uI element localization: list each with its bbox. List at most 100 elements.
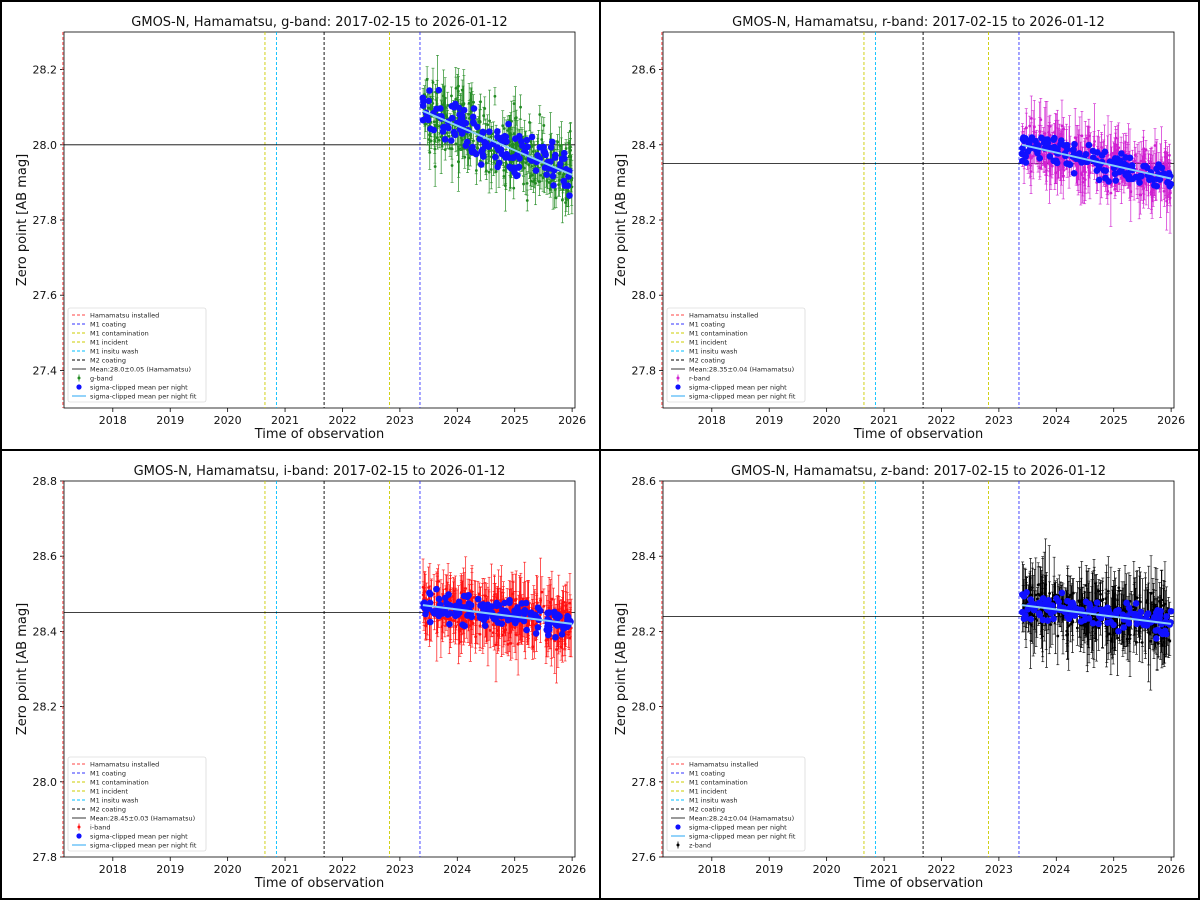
observation-point <box>1109 191 1113 195</box>
x-tick-label: 2019 <box>156 414 184 427</box>
nightly-mean-point <box>1035 142 1042 149</box>
y-tick-label: 27.8 <box>632 364 657 377</box>
nightly-mean-point <box>495 159 503 167</box>
nightly-mean-point <box>433 585 440 593</box>
observation-point <box>1042 160 1046 164</box>
nightly-mean-point <box>447 137 455 144</box>
observation-point <box>534 182 537 185</box>
nightly-mean-point <box>439 610 447 617</box>
legend-item: sigma-clipped mean per night fit <box>72 392 197 400</box>
x-tick-label: 2026 <box>558 863 586 876</box>
observation-point <box>555 648 558 651</box>
x-tick-label: 2026 <box>558 414 586 427</box>
observation-point <box>564 197 568 201</box>
observation-point <box>512 132 516 135</box>
legend-label: Mean:28.45±0.03 (Hamamatsu) <box>90 814 195 822</box>
y-tick-label: 28.0 <box>33 776 58 789</box>
observation-point <box>537 180 541 183</box>
observation-point <box>494 170 498 173</box>
nightly-mean-point <box>517 138 525 145</box>
observation-point <box>427 106 431 110</box>
x-tick-label: 2018 <box>99 414 127 427</box>
nightly-mean-point <box>542 151 549 159</box>
x-tick-label: 2025 <box>501 863 529 876</box>
x-tick-label: 2024 <box>443 414 471 427</box>
observation-point <box>540 138 544 141</box>
observation-point <box>547 181 551 184</box>
nightly-mean-point <box>423 606 431 613</box>
observation-point <box>1029 156 1033 160</box>
observation-point <box>446 103 450 107</box>
legend-label: sigma-clipped mean per night <box>689 383 787 391</box>
y-tick-label: 28.2 <box>632 214 657 227</box>
nightly-mean-point <box>1082 150 1090 158</box>
legend-label: M1 coating <box>689 320 725 328</box>
legend-label: M1 insitu wash <box>90 796 138 804</box>
nightly-mean-point <box>516 609 524 616</box>
observation-point <box>504 161 508 165</box>
chart-panel-r-band: GMOS-N, Hamamatsu, r-band: 2017-02-15 to… <box>599 0 1200 451</box>
x-tick-label: 2024 <box>443 863 471 876</box>
y-tick-label: 28.2 <box>33 701 58 714</box>
observation-point <box>514 116 518 120</box>
nightly-mean-point <box>1112 177 1120 184</box>
nightly-mean-point <box>501 599 508 607</box>
legend-label: M1 coating <box>90 769 126 777</box>
observation-point <box>1083 168 1087 171</box>
x-axis-label: Time of observation <box>254 876 385 891</box>
x-tick-label: 2018 <box>99 863 127 876</box>
legend-swatch-nightly-mean <box>76 833 82 839</box>
x-tick-label: 2025 <box>1100 414 1128 427</box>
nightly-mean-point <box>446 620 453 628</box>
nightly-means <box>419 86 573 199</box>
observation-point <box>562 600 566 604</box>
nightly-mean-point <box>1076 150 1083 157</box>
observation-point <box>525 181 529 185</box>
observation-point <box>512 186 516 190</box>
chart-svg: GMOS-N, Hamamatsu, r-band: 2017-02-15 to… <box>614 15 1185 442</box>
observation-point <box>1144 148 1148 152</box>
nightly-mean-point <box>551 154 559 161</box>
legend-item: M1 insitu wash <box>72 347 138 355</box>
observation-point <box>557 178 561 182</box>
observation-point <box>499 598 503 602</box>
observation-point <box>454 142 458 146</box>
nightly-mean-point <box>545 626 553 633</box>
nightly-mean-point <box>550 182 557 189</box>
legend-item: sigma-clipped mean per night <box>76 832 188 840</box>
y-axis-label: Zero point [AB mag] <box>15 154 30 286</box>
legend-label: Mean:28.35±0.04 (Hamamatsu) <box>689 365 794 373</box>
x-tick-label: 2023 <box>386 863 414 876</box>
legend-label: Hamamatsu installed <box>90 760 159 768</box>
nightly-mean-point <box>430 126 438 134</box>
observation-point <box>447 134 451 138</box>
observation-point <box>530 619 534 623</box>
nightly-mean-point <box>548 138 556 146</box>
legend-label: Hamamatsu installed <box>689 311 758 319</box>
legend-label: M2 coating <box>689 356 725 364</box>
nightly-mean-point <box>485 128 493 135</box>
nightly-mean-point <box>479 153 487 160</box>
x-tick-label: 2018 <box>698 414 726 427</box>
legend-item: Mean:28.35±0.04 (Hamamatsu) <box>671 365 794 373</box>
nightly-mean-point <box>524 143 531 151</box>
observation-point <box>447 617 451 621</box>
nightly-mean-point <box>429 608 437 615</box>
x-axis-label: Time of observation <box>254 427 385 442</box>
observation-point <box>564 201 567 204</box>
observation-point <box>442 94 446 98</box>
x-tick-label: 2020 <box>214 414 242 427</box>
nightly-mean-point <box>1018 150 1026 157</box>
nightly-mean-point <box>476 135 484 143</box>
observation-point <box>424 624 428 628</box>
observation-point <box>556 140 560 144</box>
nightly-mean-point <box>426 590 434 598</box>
legend-item: M1 incident <box>671 338 727 346</box>
legend-label: M1 coating <box>90 320 126 328</box>
observation-point <box>462 102 466 105</box>
observation-point <box>1162 177 1166 181</box>
nightly-mean-point <box>1121 161 1129 169</box>
legend-label: M1 contamination <box>90 329 149 337</box>
nightly-mean-point <box>1051 143 1058 151</box>
